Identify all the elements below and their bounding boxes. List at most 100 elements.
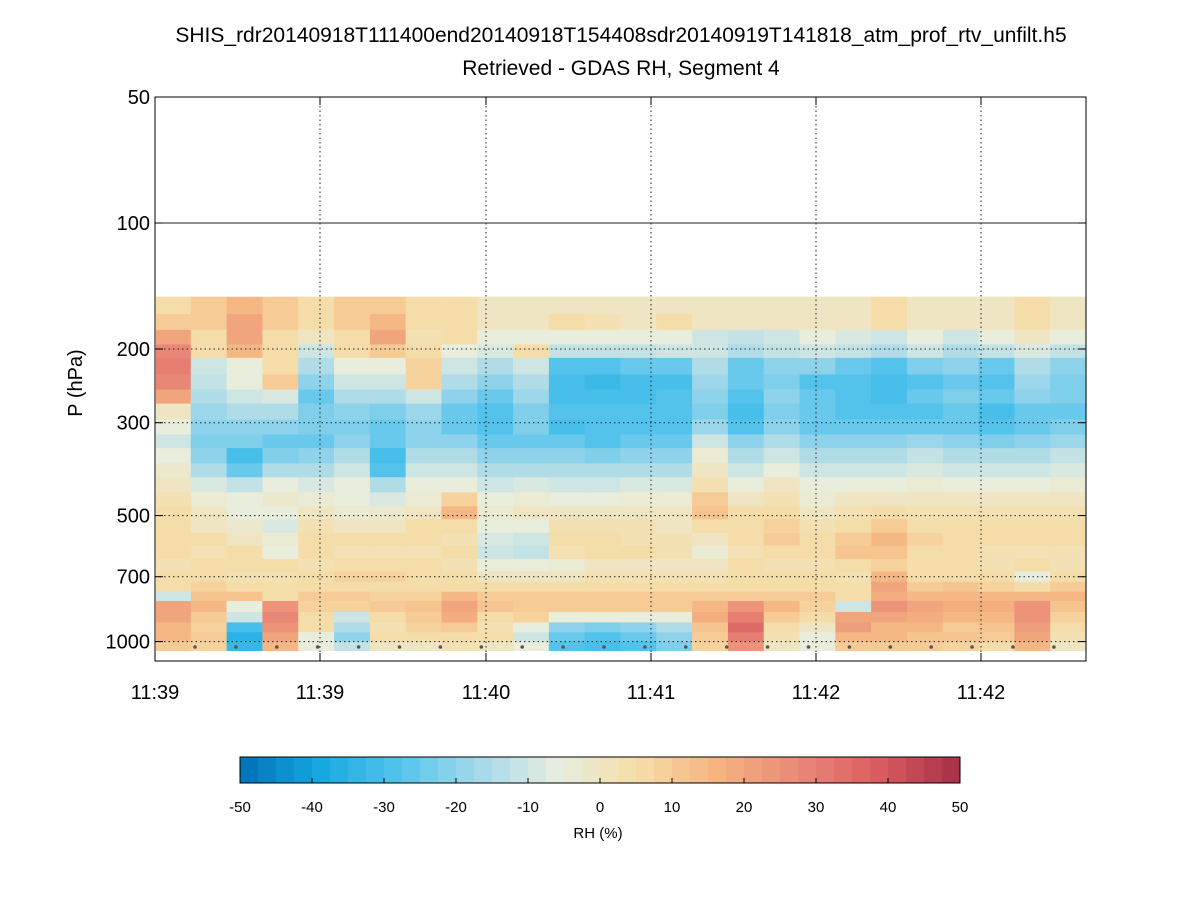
- heatmap-cell: [1050, 559, 1087, 573]
- heatmap-cell: [871, 403, 908, 421]
- heatmap-cell: [692, 632, 729, 643]
- heatmap-cell: [548, 591, 586, 602]
- heatmap-cell: [226, 448, 264, 464]
- heatmap-cell: [656, 374, 693, 391]
- heatmap-cell: [799, 329, 836, 345]
- heatmap-cell: [226, 532, 264, 547]
- heatmap-cell: [548, 374, 586, 391]
- heatmap-cell: [441, 506, 478, 520]
- heatmap-cell: [763, 329, 801, 345]
- heatmap-cell: [978, 601, 1015, 613]
- heatmap-cell: [477, 632, 514, 643]
- heatmap-cell: [1050, 591, 1087, 602]
- heatmap-cell: [441, 419, 478, 436]
- heatmap-cell: [656, 519, 693, 534]
- heatmap-cell: [871, 463, 908, 478]
- heatmap-cell: [763, 403, 801, 421]
- heatmap-cell: [871, 622, 908, 633]
- heatmap-cell: [942, 419, 980, 436]
- surface-marker: [520, 645, 524, 649]
- heatmap-cell: [656, 545, 693, 560]
- heatmap-cell: [298, 463, 335, 478]
- y-tick-label: 300: [117, 413, 150, 435]
- colorbar-segment: [546, 757, 565, 783]
- heatmap-cell: [262, 545, 299, 560]
- heatmap-cell: [692, 448, 729, 464]
- heatmap-cell: [1050, 296, 1087, 315]
- heatmap-cell: [835, 463, 872, 478]
- heatmap-cell: [441, 389, 478, 405]
- colorbar-segment: [924, 757, 943, 783]
- surface-marker: [438, 645, 443, 649]
- heatmap-cell: [978, 329, 1015, 345]
- colorbar-segment: [312, 757, 331, 783]
- heatmap-cell: [1014, 357, 1051, 376]
- colorbar-segment: [942, 757, 961, 783]
- heatmap-cell: [799, 519, 836, 534]
- heatmap-cell: [727, 357, 765, 376]
- heatmap-cell: [441, 532, 478, 547]
- heatmap-cell: [906, 601, 944, 613]
- heatmap-cell: [692, 389, 729, 405]
- heatmap-cell: [262, 622, 299, 633]
- heatmap-cell: [620, 374, 657, 391]
- heatmap-cell: [1014, 403, 1051, 421]
- heatmap-cell: [871, 357, 908, 376]
- x-tick-label: 11:42: [792, 682, 841, 704]
- heatmap-cell: [799, 419, 836, 436]
- heatmap-cell: [156, 492, 192, 507]
- heatmap-cell: [334, 591, 371, 602]
- colorbar-segment: [258, 757, 277, 783]
- heatmap-cell: [226, 463, 264, 478]
- heatmap-cell: [334, 329, 371, 345]
- heatmap-cell: [548, 581, 586, 593]
- heatmap-cell: [334, 632, 371, 643]
- surface-marker: [724, 645, 729, 649]
- heatmap-cell: [978, 519, 1015, 534]
- heatmap-cell: [656, 622, 693, 633]
- heatmap-cell: [1014, 463, 1051, 478]
- x-tick-label: 11:39: [296, 682, 345, 704]
- chart-title: SHIS_rdr20140918T111400end20140918T15440…: [175, 24, 1066, 47]
- heatmap-cell: [799, 448, 836, 464]
- heatmap-cell: [656, 344, 693, 359]
- heatmap-cell: [334, 492, 371, 507]
- heatmap-cell: [298, 571, 335, 583]
- heatmap-cell: [369, 463, 407, 478]
- heatmap-cell: [262, 374, 299, 391]
- heatmap-cell: [298, 506, 335, 520]
- heatmap-cell: [620, 622, 657, 633]
- colorbar-segment: [456, 757, 475, 783]
- colorbar-tick-label: 30: [808, 799, 825, 816]
- colorbar: -50 -40 -30 -20 -10 0 10 20 30 40 50: [229, 756, 968, 816]
- heatmap-cell: [298, 389, 335, 405]
- heatmap-cell: [1014, 296, 1051, 315]
- heatmap-cell: [226, 357, 264, 376]
- heatmap-cell: [978, 314, 1015, 331]
- heatmap-cell: [477, 591, 514, 602]
- heatmap-cell: [548, 419, 586, 436]
- heatmap-cell: [692, 545, 729, 560]
- heatmap-cell: [835, 314, 872, 331]
- heatmap-cell: [190, 612, 228, 624]
- heatmap-cell: [1050, 622, 1087, 633]
- heatmap-cell: [513, 506, 550, 520]
- heatmap-cell: [1050, 519, 1087, 534]
- heatmap-cell: [656, 403, 693, 421]
- heatmap-cell: [835, 632, 872, 643]
- heatmap-cell: [835, 519, 872, 534]
- heatmap-cell: [513, 448, 550, 464]
- heatmap-cell: [156, 622, 192, 633]
- heatmap-cell: [727, 612, 765, 624]
- heatmap-cell: [871, 591, 908, 602]
- heatmap-cell: [799, 296, 836, 315]
- heatmap-cell: [871, 329, 908, 345]
- heatmap-cell: [298, 581, 335, 593]
- heatmap-cell: [656, 581, 693, 593]
- heatmap-cell: [548, 641, 586, 652]
- heatmap-cell: [262, 559, 299, 573]
- colorbar-tick-label: -40: [301, 799, 323, 816]
- heatmap-cell: [298, 612, 335, 624]
- heatmap-cell: [692, 559, 729, 573]
